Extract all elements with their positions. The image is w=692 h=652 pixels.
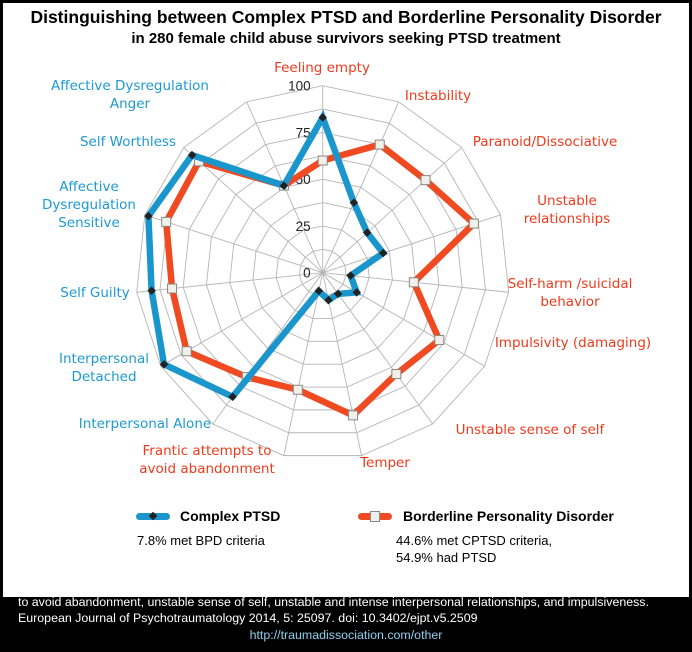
axis-label: Self Guilty <box>60 285 129 301</box>
data-point-cptsd <box>228 392 237 401</box>
grid-ring <box>136 85 510 457</box>
data-point-bpd <box>434 335 445 346</box>
series-line-cptsd <box>145 109 388 401</box>
data-point-cptsd <box>279 181 289 190</box>
grid-spoke <box>144 214 323 274</box>
chart-title: Distinguishing between Complex PTSD and … <box>30 7 662 27</box>
data-point-cptsd <box>159 360 169 369</box>
data-point-cptsd <box>349 198 359 207</box>
data-point-bpd <box>420 175 431 186</box>
data-point-bpd <box>348 410 359 421</box>
tick-label: 75 <box>296 125 311 140</box>
grid-ring <box>275 225 370 319</box>
axis-label: Unstable <box>537 193 597 209</box>
grid-spoke <box>183 147 324 274</box>
axis-label: avoid abandonment <box>139 461 275 477</box>
cptsd-note: 7.8% met BPD criteria <box>137 533 265 548</box>
data-point-cptsd <box>314 286 324 296</box>
bpd-note-1: 44.6% met CPTSD criteria, <box>396 533 553 548</box>
grid-spoke <box>322 272 433 425</box>
axis-label: Instability <box>405 88 471 104</box>
grid-spoke <box>283 272 324 456</box>
data-point-cptsd <box>378 248 388 258</box>
data-point-cptsd <box>346 271 355 280</box>
data-point-bpd <box>317 155 328 166</box>
grid-ring <box>182 131 463 411</box>
source-link[interactable]: http://traumadissociation.com/other <box>249 628 443 642</box>
axis-label: relationships <box>524 211 610 227</box>
data-point-cptsd <box>324 295 333 305</box>
axis-label: Self Worthless <box>80 134 176 150</box>
data-point-cptsd <box>318 113 327 122</box>
axis-label: Paranoid/Dissociative <box>473 134 618 150</box>
chart-panel <box>3 3 689 597</box>
series-line-bpd <box>162 141 479 420</box>
data-point-cptsd <box>187 150 197 160</box>
chart-subtitle: in 280 female child abuse survivors seek… <box>131 30 561 47</box>
axis-label: Dysregulation <box>42 197 136 213</box>
axis-label: Anger <box>110 96 151 112</box>
axis-label: Sensitive <box>58 215 120 231</box>
axis-label: Unstable sense of self <box>456 422 606 438</box>
axis-label: Self-harm /suicidal <box>508 276 633 292</box>
axis-label: behavior <box>540 294 600 310</box>
grid-spoke <box>322 272 485 367</box>
data-point-bpd <box>468 218 479 229</box>
tick-label: 25 <box>296 219 311 234</box>
axis-label: Affective <box>59 179 119 195</box>
grid-ring <box>229 178 417 365</box>
legend-marker-square-icon <box>370 511 380 522</box>
axis-label: Detached <box>71 369 136 385</box>
data-point-bpd <box>181 346 192 357</box>
axis-label: Impulsivity (damaging) <box>495 335 651 351</box>
axis-label: Feeling empty <box>274 60 370 76</box>
data-point-bpd <box>167 283 178 294</box>
data-point-bpd <box>408 277 419 288</box>
axis-label: Temper <box>359 455 410 471</box>
grid-ring <box>252 202 393 342</box>
legend-label-cptsd: Complex PTSD <box>180 508 281 524</box>
data-point-bpd <box>161 216 172 227</box>
axis-label: Interpersonal <box>59 351 149 367</box>
data-point-cptsd <box>147 286 156 295</box>
tick-label: 0 <box>303 266 311 281</box>
footer-text: Four BPD symptoms greatly increased the … <box>18 579 684 625</box>
grid-ring <box>206 155 440 388</box>
data-point-cptsd <box>144 211 153 221</box>
data-point-bpd <box>292 384 303 395</box>
axis-label: Frantic attempts to <box>143 443 272 459</box>
tick-label: 100 <box>288 79 311 94</box>
bpd-note-2: 54.9% had PTSD <box>396 550 497 565</box>
data-point-cptsd <box>333 289 343 299</box>
grid-spoke <box>322 101 400 273</box>
legend-label-bpd: Borderline Personality Disorder <box>403 508 614 524</box>
axis-label: Affective Dysregulation <box>51 78 209 94</box>
data-point-cptsd <box>352 288 361 297</box>
grid-spoke <box>322 147 462 274</box>
data-point-bpd <box>374 139 385 150</box>
data-point-bpd <box>391 369 402 380</box>
axis-label: Interpersonal Alone <box>79 416 211 432</box>
data-point-cptsd <box>362 228 372 237</box>
